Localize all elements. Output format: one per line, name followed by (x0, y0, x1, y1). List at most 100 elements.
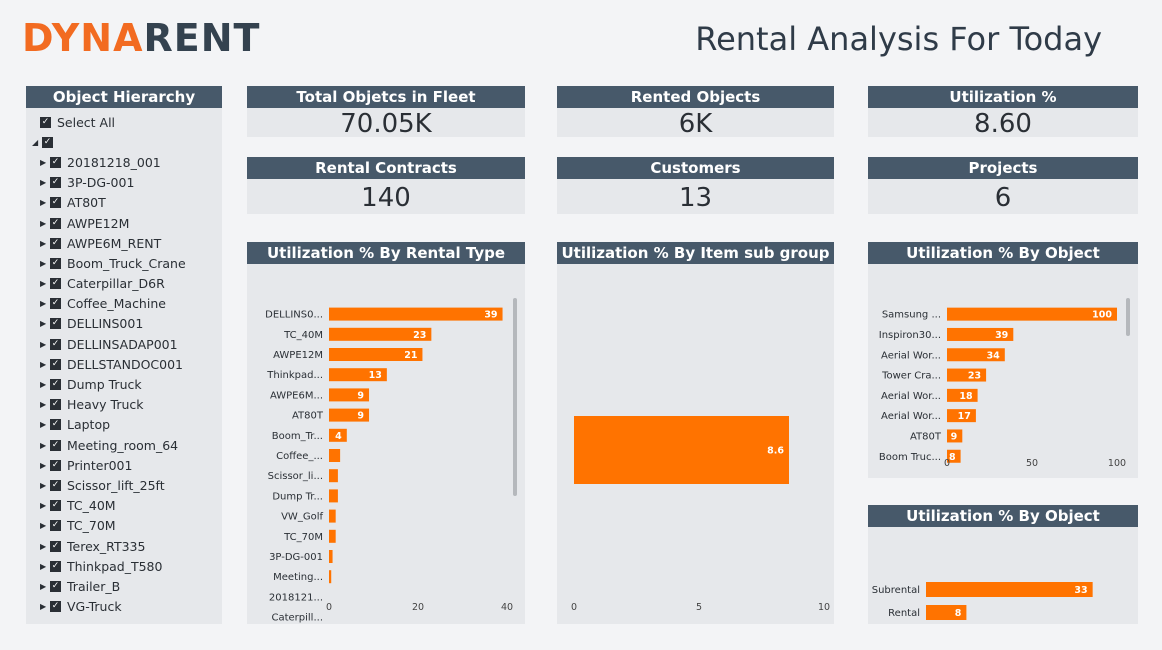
expand-right-icon[interactable]: ▶ (40, 541, 47, 551)
expand-down-icon[interactable]: ◢ (32, 137, 39, 147)
checkbox-checked-icon[interactable]: ✓ (50, 257, 61, 269)
checkbox-checked-icon[interactable]: ✓ (50, 177, 61, 189)
expand-right-icon[interactable]: ▶ (40, 218, 47, 228)
category-label: Meeting... (273, 572, 323, 583)
kpi-rented-objects: Rented Objects 6K (557, 86, 834, 139)
bar (329, 327, 432, 341)
checkbox-checked-icon[interactable]: ✓ (50, 580, 61, 592)
bar (947, 409, 976, 423)
bar (947, 429, 963, 443)
kpi-value: 6K (678, 109, 713, 139)
hierarchy-item[interactable]: ▶ ✓ TC_40M (26, 496, 222, 516)
checkbox-checked-icon[interactable]: ✓ (40, 116, 51, 128)
data-label: 33 (1074, 585, 1087, 596)
hierarchy-item[interactable]: ▶ ✓ DELLINSADAP001 (26, 334, 222, 354)
checkbox-checked-icon[interactable]: ✓ (50, 459, 61, 471)
hierarchy-item[interactable]: ▶ ✓ Thinkpad_T580 (26, 556, 222, 576)
hierarchy-item[interactable]: ▶ ✓ Laptop (26, 415, 222, 435)
expand-right-icon[interactable]: ▶ (40, 258, 47, 268)
bar (947, 449, 961, 463)
checkbox-checked-icon[interactable]: ✓ (50, 217, 61, 229)
checkbox-checked-icon[interactable]: ✓ (50, 419, 61, 431)
hierarchy-item[interactable]: ▶ ✓ Boom_Truck_Crane (26, 253, 222, 273)
checkbox-checked-icon[interactable]: ✓ (50, 500, 61, 512)
hierarchy-item[interactable]: ▶ ✓ Scissor_lift_25ft (26, 475, 222, 495)
expand-right-icon[interactable]: ▶ (40, 400, 47, 410)
hierarchy-item[interactable]: ▶ ✓ Heavy Truck (26, 395, 222, 415)
hierarchy-item-label: Caterpillar_D6R (67, 276, 165, 292)
checkbox-checked-icon[interactable]: ✓ (42, 136, 53, 148)
expand-right-icon[interactable]: ▶ (40, 198, 47, 208)
hierarchy-item[interactable]: ▶ ✓ Coffee_Machine (26, 294, 222, 314)
expand-right-icon[interactable]: ▶ (40, 602, 47, 612)
checkbox-checked-icon[interactable]: ✓ (50, 298, 61, 310)
expand-right-icon[interactable]: ▶ (40, 501, 47, 511)
data-label: 13 (369, 370, 382, 381)
expand-right-icon[interactable]: ▶ (40, 460, 47, 470)
checkbox-checked-icon[interactable]: ✓ (50, 540, 61, 552)
expand-right-icon[interactable]: ▶ (40, 238, 47, 248)
x-tick-label: 0 (944, 458, 950, 469)
category-label: Coffee_... (276, 451, 323, 462)
hierarchy-item[interactable]: ▶ ✓ AWPE12M (26, 213, 222, 233)
hierarchy-item-label: AWPE6M_RENT (67, 235, 162, 251)
hierarchy-item[interactable]: ▶ ✓ VG-Truck (26, 597, 222, 617)
hierarchy-item[interactable]: ▶ ✓ DELLINS001 (26, 314, 222, 334)
hierarchy-item[interactable]: ▶ ✓ Trailer_B (26, 576, 222, 596)
expand-right-icon[interactable]: ▶ (40, 299, 47, 309)
checkbox-checked-icon[interactable]: ✓ (50, 197, 61, 209)
hierarchy-item[interactable]: ▶ ✓ AWPE6M_RENT (26, 233, 222, 253)
checkbox-checked-icon[interactable]: ✓ (50, 358, 61, 370)
hierarchy-item[interactable]: ▶ ✓ 3P-DG-001 (26, 173, 222, 193)
expand-right-icon[interactable]: ▶ (40, 380, 47, 390)
checkbox-checked-icon[interactable]: ✓ (50, 156, 61, 168)
expand-right-icon[interactable]: ▶ (40, 521, 47, 531)
expand-right-icon[interactable]: ▶ (40, 178, 47, 188)
expand-right-icon[interactable]: ▶ (40, 561, 47, 571)
data-label: 9 (951, 431, 958, 442)
hierarchy-item[interactable]: ▶ ✓ AT80T (26, 193, 222, 213)
expand-right-icon[interactable]: ▶ (40, 581, 47, 591)
checkbox-checked-icon[interactable]: ✓ (50, 439, 61, 451)
bar (947, 348, 1005, 362)
bar (329, 489, 338, 503)
bar (947, 307, 1117, 321)
category-label: Boom_Tr... (272, 431, 323, 442)
x-tick-label: 100 (1108, 458, 1126, 469)
hierarchy-item[interactable]: ▶ ✓ Terex_RT335 (26, 536, 222, 556)
chart-util-by-item-subgroup-svg: 8.6 0 5 10 (571, 416, 830, 613)
expand-right-icon[interactable]: ▶ (40, 420, 47, 430)
category-label: 3P-DG-001 (269, 552, 323, 563)
hierarchy-item[interactable]: ▶ ✓ TC_70M (26, 516, 222, 536)
expand-right-icon[interactable]: ▶ (40, 279, 47, 289)
expand-right-icon[interactable]: ▶ (40, 319, 47, 329)
checkbox-checked-icon[interactable]: ✓ (50, 601, 61, 613)
checkbox-checked-icon[interactable]: ✓ (50, 520, 61, 532)
expand-right-icon[interactable]: ▶ (40, 359, 47, 369)
hierarchy-item-label: Scissor_lift_25ft (67, 477, 165, 493)
hierarchy-item[interactable]: ▶ ✓ DELLSTANDOC001 (26, 354, 222, 374)
checkbox-checked-icon[interactable]: ✓ (50, 237, 61, 249)
select-all-option[interactable]: ✓ Select All (26, 112, 222, 132)
checkbox-checked-icon[interactable]: ✓ (50, 379, 61, 391)
checkbox-checked-icon[interactable]: ✓ (50, 338, 61, 350)
checkbox-checked-icon[interactable]: ✓ (50, 479, 61, 491)
expand-right-icon[interactable]: ▶ (40, 440, 47, 450)
hierarchy-item-label: Dump Truck (67, 377, 142, 393)
checkbox-checked-icon[interactable]: ✓ (50, 318, 61, 330)
hierarchy-root-node[interactable]: ◢ ✓ (26, 132, 222, 152)
hierarchy-item-label: Heavy Truck (67, 397, 144, 413)
hierarchy-item[interactable]: ▶ ✓ Printer001 (26, 455, 222, 475)
hierarchy-item[interactable]: ▶ ✓ Dump Truck (26, 374, 222, 394)
expand-right-icon[interactable]: ▶ (40, 480, 47, 490)
hierarchy-item[interactable]: ▶ ✓ 20181218_001 (26, 152, 222, 172)
checkbox-checked-icon[interactable]: ✓ (50, 560, 61, 572)
checkbox-checked-icon[interactable]: ✓ (50, 278, 61, 290)
checkbox-checked-icon[interactable]: ✓ (50, 399, 61, 411)
expand-right-icon[interactable]: ▶ (40, 157, 47, 167)
logo-part-2: RENT (143, 16, 261, 60)
hierarchy-item[interactable]: ▶ ✓ Caterpillar_D6R (26, 274, 222, 294)
chart-util-by-object: Utilization % By Object Samsung ... 100 In… (868, 242, 1138, 478)
expand-right-icon[interactable]: ▶ (40, 339, 47, 349)
hierarchy-item[interactable]: ▶ ✓ Meeting_room_64 (26, 435, 222, 455)
